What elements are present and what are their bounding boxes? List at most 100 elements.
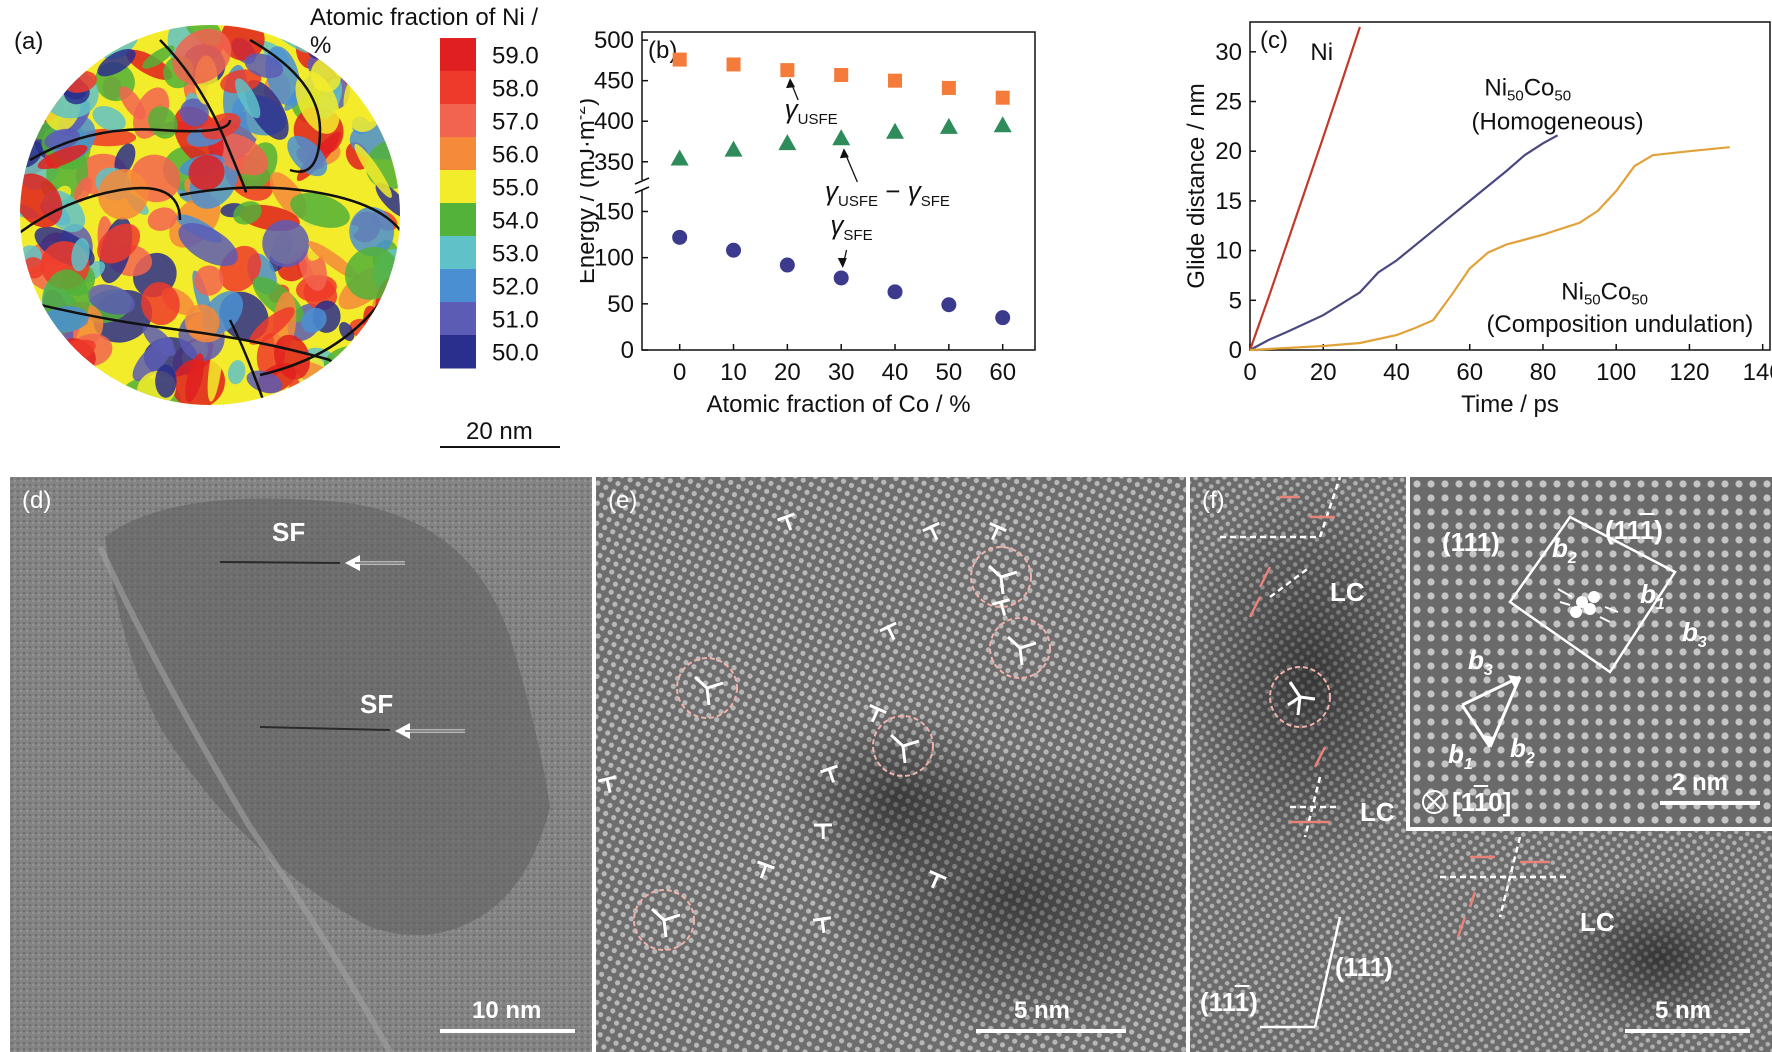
composition-blob bbox=[332, 366, 382, 404]
ni-composition-map bbox=[20, 25, 400, 405]
inset-zone-axis: [110] bbox=[1452, 787, 1512, 817]
composition-blob bbox=[97, 169, 149, 220]
annotation-usfe-part: γ bbox=[785, 94, 800, 124]
annotation-diff: γUSFE − γSFE bbox=[825, 176, 950, 210]
colorbar-tick-label: 57.0 bbox=[492, 109, 539, 136]
x-tick-label: 100 bbox=[1596, 359, 1636, 386]
annotation-sfe: γSFE bbox=[830, 210, 872, 244]
panel-f-inset: (111) (111) b2 b1 b3 b3 b1 b2 [110] 2 nm bbox=[1406, 477, 1772, 831]
sf-arrow-2 bbox=[395, 723, 465, 739]
composition-blob bbox=[349, 206, 395, 257]
panel-f-label: (f) bbox=[1202, 487, 1225, 514]
lc-label-3: LC bbox=[1580, 907, 1615, 937]
x-axis-label: Time / ps bbox=[1461, 391, 1559, 418]
composition-blob bbox=[194, 265, 224, 296]
composition-blob bbox=[142, 324, 176, 357]
diff-point bbox=[993, 116, 1012, 133]
y-tick-label: 10 bbox=[1215, 238, 1242, 265]
y-axis-label-main: Energy / (mJ·m bbox=[580, 120, 600, 284]
scale-bar-d bbox=[440, 1029, 575, 1033]
x-tick-label: 40 bbox=[882, 359, 909, 386]
dislocation-symbol bbox=[597, 775, 617, 793]
composition-blob bbox=[301, 307, 327, 333]
composition-blob bbox=[87, 284, 135, 315]
sfe-point bbox=[672, 229, 688, 245]
diff-point bbox=[939, 117, 958, 134]
diff-point bbox=[778, 134, 797, 151]
inset-b3-right: b3 bbox=[1682, 617, 1707, 652]
dislocation-core-circle bbox=[970, 546, 1032, 608]
composition-blob bbox=[97, 223, 141, 264]
composition-blob bbox=[357, 383, 394, 405]
axis-break-gap bbox=[636, 180, 648, 190]
composition-blob bbox=[43, 25, 99, 54]
x-tick-label: 80 bbox=[1530, 359, 1557, 386]
diff-point bbox=[832, 129, 851, 146]
composition-blob bbox=[20, 25, 63, 63]
sfe-point bbox=[887, 284, 903, 300]
y-tick-label: 25 bbox=[1215, 89, 1242, 116]
composition-blob bbox=[112, 25, 133, 38]
y-tick-label: 100 bbox=[594, 245, 634, 272]
scale-bar-d-label: 10 nm bbox=[472, 997, 542, 1024]
colorbar-swatch bbox=[440, 104, 476, 138]
panel-f-tem-image: (f) LC LC LC (111) (111) 5 nm bbox=[1190, 477, 1772, 1052]
colorbar-swatch bbox=[440, 170, 476, 204]
composition-blob bbox=[188, 154, 225, 191]
composition-blob bbox=[20, 303, 46, 344]
panel-b-label: (b) bbox=[648, 37, 677, 64]
inset-scale-bar-label: 2 nm bbox=[1672, 769, 1729, 796]
sfe-point bbox=[833, 270, 849, 286]
usfe-point bbox=[888, 73, 903, 88]
composition-blob bbox=[36, 58, 62, 75]
composition-blob bbox=[380, 94, 400, 124]
inset-b1-right: b1 bbox=[1640, 579, 1665, 614]
inset-scale-bar bbox=[1660, 801, 1760, 805]
y-tick-label: 500 bbox=[594, 27, 634, 54]
lc-marker-top bbox=[1220, 477, 1342, 598]
composition-blob bbox=[40, 25, 79, 48]
composition-blob bbox=[44, 128, 81, 150]
composition-blob bbox=[201, 112, 241, 140]
scale-bar-e bbox=[976, 1029, 1126, 1033]
panel-a: (a) Atomic fraction of Ni / % 59.0 58.0 57… bbox=[0, 0, 560, 470]
dislocation-core-f bbox=[1269, 666, 1331, 728]
diff-point bbox=[724, 140, 743, 157]
dislocation-core-symbol bbox=[1006, 635, 1037, 666]
annotation-diff-part: USFE bbox=[838, 193, 878, 210]
tem-d-features bbox=[10, 477, 592, 1052]
x-tick-label: 60 bbox=[1456, 359, 1483, 386]
composition-blob bbox=[47, 25, 62, 84]
usfe-point bbox=[672, 52, 687, 67]
annotation-undul-alloy-co: Co bbox=[1601, 278, 1632, 305]
annotation-undul-alloy-ni: Ni bbox=[1561, 278, 1584, 305]
dislocation-symbol bbox=[989, 521, 1007, 541]
inset-b2-top: b2 bbox=[1552, 533, 1577, 568]
annotation-diff-part: γ bbox=[825, 176, 840, 206]
annotation-homog-alloy: Ni50Co50 bbox=[1484, 75, 1571, 105]
dislocation-core-circle bbox=[872, 715, 934, 777]
sfe-arrowhead bbox=[837, 257, 847, 268]
composition-blob bbox=[142, 45, 175, 69]
sf-label-1: SF bbox=[272, 517, 306, 547]
plane-label-111: (111) bbox=[1335, 952, 1393, 982]
dislocation-symbol bbox=[869, 703, 887, 723]
composition-blob bbox=[377, 360, 400, 401]
colorbar-swatch bbox=[440, 137, 476, 171]
composition-blob bbox=[379, 86, 400, 99]
annotation-usfe: γUSFE bbox=[785, 94, 838, 128]
dislocation-core-circle bbox=[676, 657, 738, 719]
panel-c-label: (c) bbox=[1260, 27, 1288, 54]
diff-point bbox=[670, 149, 689, 166]
usfe-point bbox=[834, 67, 849, 82]
dislocation-symbol bbox=[991, 598, 1011, 616]
annotation-undul: (Composition undulation) bbox=[1486, 311, 1753, 338]
y-tick-label: 5 bbox=[1229, 287, 1242, 314]
composition-blob bbox=[20, 25, 58, 81]
panel-a-label: (a) bbox=[14, 28, 44, 55]
composition-blob bbox=[233, 201, 262, 225]
y-axis-label: Glide distance / nm bbox=[1183, 83, 1210, 288]
composition-blob bbox=[344, 246, 399, 300]
sf-arrow-1 bbox=[345, 555, 405, 571]
dislocation-core-circle bbox=[633, 889, 695, 951]
